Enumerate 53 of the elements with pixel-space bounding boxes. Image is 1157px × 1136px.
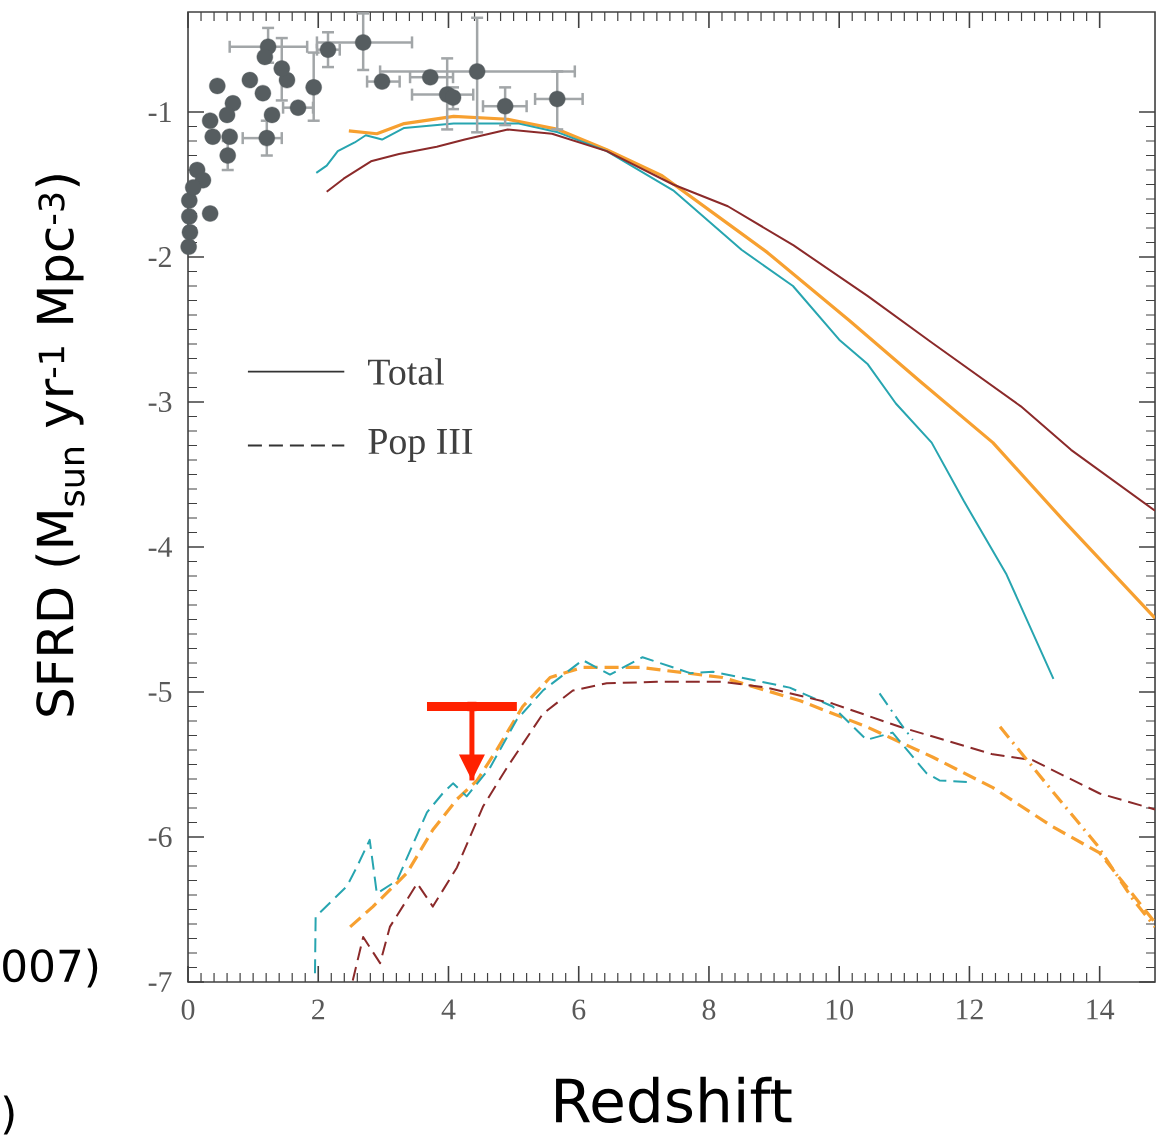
- x-tick-label: 6: [572, 999, 586, 1020]
- text: ): [3, 1095, 14, 1135]
- y-tick-label: -7: [148, 972, 172, 992]
- point: [219, 147, 236, 164]
- point: [263, 106, 281, 124]
- x-tick-label: 10: [826, 999, 853, 1020]
- point: [422, 69, 439, 86]
- point: [258, 129, 275, 147]
- annotation: Total: [368, 358, 444, 385]
- y-tick-label: -3: [148, 391, 172, 413]
- point: [273, 60, 290, 77]
- y-tick-label: -5: [148, 682, 172, 702]
- y-axis-title: SFRD (M$_{sun}$ yr$^{-1}$ Mpc$^{-3}$): [35, 175, 85, 716]
- point: [549, 90, 566, 108]
- point: [209, 77, 226, 95]
- point: [468, 63, 486, 80]
- point: [185, 179, 202, 196]
- line-series: [347, 114, 1156, 620]
- point: [180, 238, 197, 256]
- line-series: [351, 680, 1156, 982]
- y-tick-label: -1: [148, 102, 171, 122]
- point: [181, 208, 198, 225]
- point: [496, 98, 514, 115]
- x-tick-label: 4: [441, 999, 456, 1020]
- x-tick-label: 14: [1087, 999, 1115, 1020]
- point: [467, 701, 477, 712]
- y-tick-label: -2: [148, 247, 171, 267]
- annotation: Pop III: [368, 429, 473, 462]
- point: [354, 34, 372, 51]
- point: [218, 106, 236, 124]
- y-tick-label: -6: [148, 826, 172, 848]
- point: [241, 71, 259, 89]
- point: [254, 84, 272, 102]
- text: 007): [3, 948, 98, 988]
- point: [305, 79, 322, 96]
- point: [256, 48, 274, 66]
- x-axis-title: Redshift: [556, 1076, 792, 1124]
- line-series: [325, 128, 1156, 512]
- line-series: [348, 665, 1156, 929]
- x-tick-label: 0: [181, 999, 195, 1020]
- point: [204, 128, 221, 145]
- point: [373, 73, 391, 90]
- point: [221, 128, 238, 145]
- line-series: [315, 122, 1055, 680]
- x-tick-label: 2: [312, 999, 325, 1020]
- point: [201, 112, 219, 129]
- point: [181, 224, 199, 241]
- point: [289, 99, 307, 116]
- point: [201, 205, 219, 222]
- y-tick-label: -4: [148, 537, 173, 557]
- x-tick-label: 8: [702, 999, 716, 1020]
- x-tick-label: 12: [957, 999, 983, 1020]
- line-series: [313, 656, 968, 975]
